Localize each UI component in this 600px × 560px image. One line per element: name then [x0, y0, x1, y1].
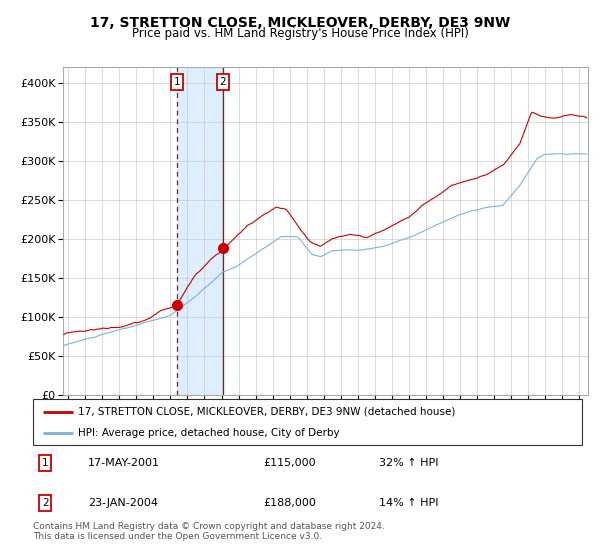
Text: 23-JAN-2004: 23-JAN-2004 [88, 498, 158, 507]
Text: 2: 2 [220, 77, 226, 87]
Text: £115,000: £115,000 [263, 459, 316, 468]
Bar [177, 67, 223, 395]
Text: 2: 2 [42, 498, 49, 507]
Text: 1: 1 [173, 77, 180, 87]
Text: 14% ↑ HPI: 14% ↑ HPI [379, 498, 439, 507]
Text: Price paid vs. HM Land Registry's House Price Index (HPI): Price paid vs. HM Land Registry's House … [131, 27, 469, 40]
Text: 32% ↑ HPI: 32% ↑ HPI [379, 459, 439, 468]
Text: £188,000: £188,000 [263, 498, 316, 507]
Text: Contains HM Land Registry data © Crown copyright and database right 2024.
This d: Contains HM Land Registry data © Crown c… [33, 522, 385, 542]
Text: 17, STRETTON CLOSE, MICKLEOVER, DERBY, DE3 9NW: 17, STRETTON CLOSE, MICKLEOVER, DERBY, D… [90, 16, 510, 30]
Text: 17, STRETTON CLOSE, MICKLEOVER, DERBY, DE3 9NW (detached house): 17, STRETTON CLOSE, MICKLEOVER, DERBY, D… [78, 407, 455, 417]
Text: 1: 1 [42, 459, 49, 468]
Text: 17-MAY-2001: 17-MAY-2001 [88, 459, 160, 468]
Text: HPI: Average price, detached house, City of Derby: HPI: Average price, detached house, City… [78, 428, 340, 438]
